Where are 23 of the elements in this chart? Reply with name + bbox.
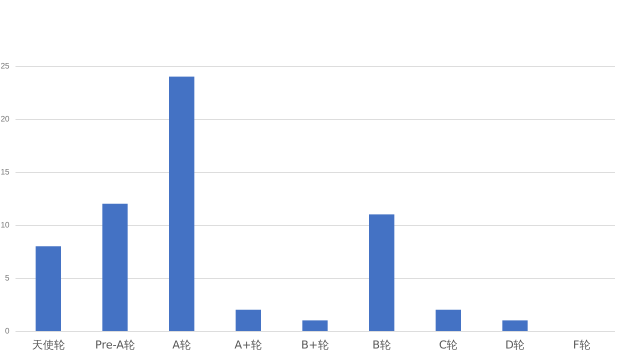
y-tick-label: 25 [0, 62, 10, 70]
x-tick-label: A+轮 [234, 338, 262, 352]
y-tick-label: 0 [5, 326, 10, 336]
x-tick-label: 天使轮 [32, 338, 65, 352]
bar [36, 246, 61, 331]
y-tick-label: 20 [0, 114, 10, 124]
y-tick-label: 5 [5, 274, 10, 282]
y-tick-label: 15 [0, 168, 10, 176]
bar [236, 310, 261, 331]
x-tick-label: B轮 [372, 338, 391, 352]
bar [436, 310, 461, 331]
x-tick-label: F轮 [573, 338, 590, 352]
x-tick-label: C轮 [438, 338, 458, 352]
x-tick-label: D轮 [505, 338, 525, 352]
bar [102, 204, 128, 331]
x-tick-label: Pre-A轮 [95, 338, 135, 352]
bar [502, 320, 528, 331]
bar [369, 214, 394, 331]
x-tick-label: A轮 [172, 338, 191, 352]
y-tick-label: 10 [0, 220, 10, 230]
bar [302, 320, 328, 331]
bar [169, 76, 194, 331]
x-tick-label: B+轮 [301, 338, 329, 352]
